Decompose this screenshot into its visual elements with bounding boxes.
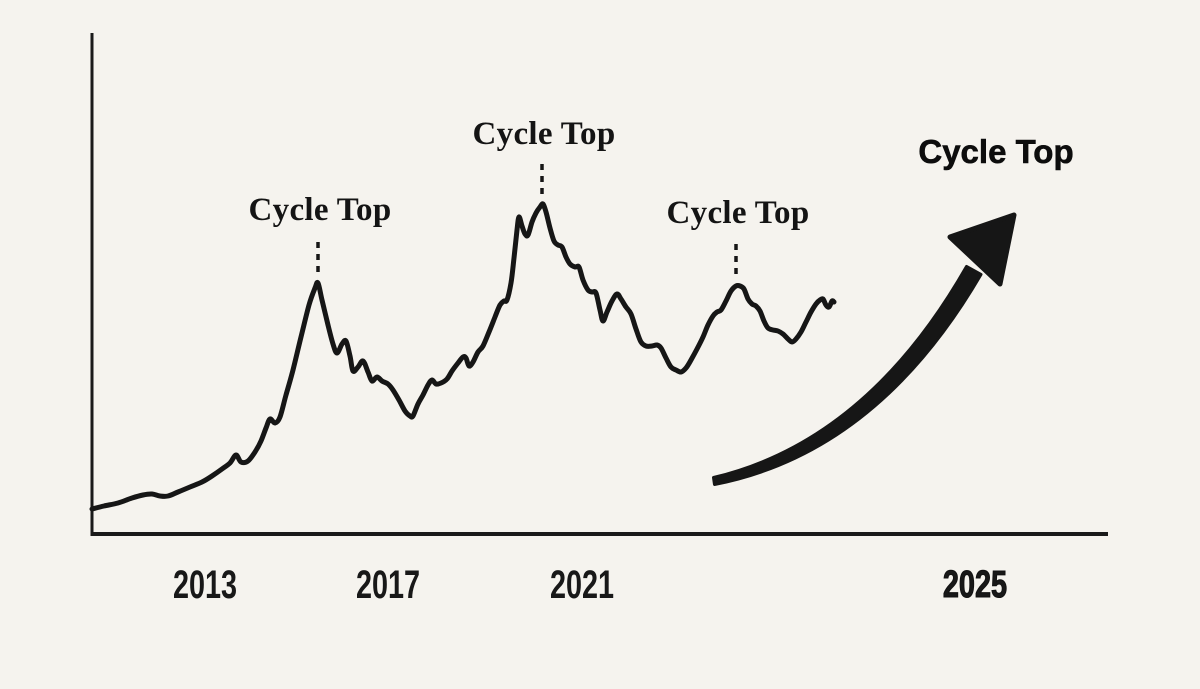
cycle-top-label-2021-peak: Cycle Top bbox=[666, 195, 810, 231]
price-line-price-cycles bbox=[89, 201, 837, 512]
cycle-top-label-2013-peak: Cycle Top bbox=[248, 192, 392, 228]
x-axis-tick-2017: 2017 bbox=[355, 563, 421, 607]
cycle-top-label-2017-peak: Cycle Top bbox=[472, 116, 616, 152]
x-axis-tick-2013: 2013 bbox=[172, 563, 238, 607]
x-axis-tick-2025: 2025 bbox=[942, 563, 1008, 606]
chart-series-layer bbox=[89, 164, 837, 512]
x-axis-tick-2021: 2021 bbox=[549, 563, 615, 607]
projection-arrow-icon bbox=[712, 212, 1017, 486]
cycle-top-label-2025-projection: Cycle Top bbox=[918, 133, 1074, 171]
